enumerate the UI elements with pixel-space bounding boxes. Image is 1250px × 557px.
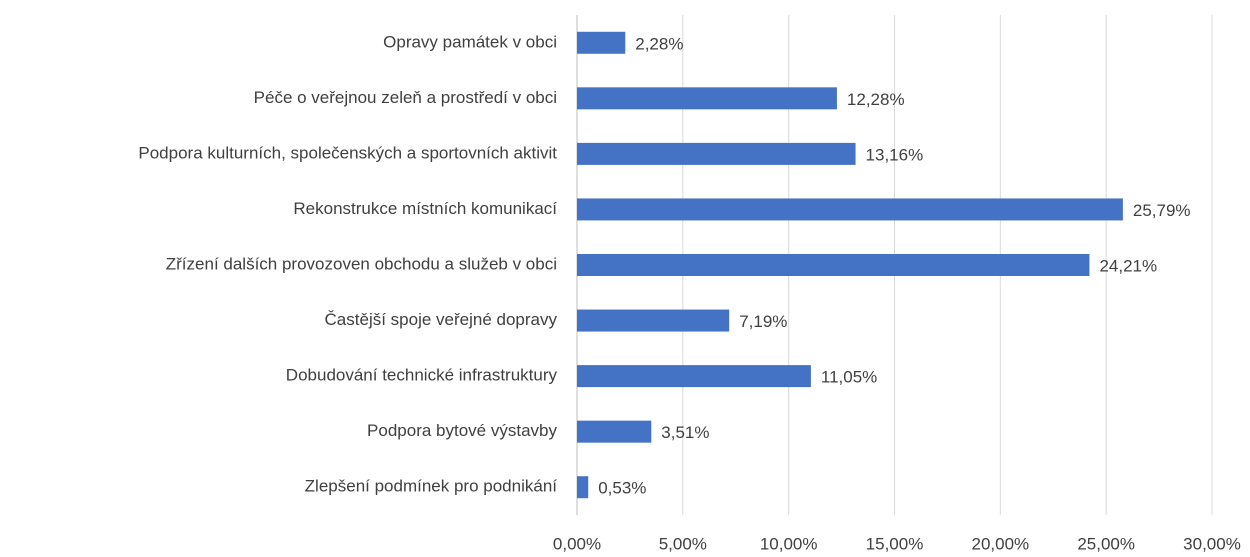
y-tick-label: Opravy památek v obci (383, 32, 557, 51)
y-tick-label: Častější spoje veřejné dopravy (325, 310, 558, 329)
y-tick-label: Podpora kulturních, společenských a spor… (138, 143, 557, 162)
y-tick-label: Rekonstrukce místních komunikací (293, 199, 557, 218)
value-label: 2,28% (635, 34, 683, 53)
y-tick-label: Dobudování technické infrastruktury (286, 366, 558, 385)
x-tick-label: 5,00% (659, 534, 707, 553)
value-label: 11,05% (821, 368, 877, 387)
y-tick-label: Péče o veřejnou zeleň a prostředí v obci (254, 88, 557, 107)
x-tick-label: 0,00% (553, 534, 601, 553)
x-tick-label: 10,00% (760, 534, 818, 553)
value-label: 25,79% (1133, 201, 1191, 220)
value-label: 24,21% (1099, 256, 1157, 275)
x-tick-label: 15,00% (866, 534, 924, 553)
value-label: 13,16% (866, 145, 924, 164)
bar (577, 198, 1123, 221)
y-tick-label: Zřízení dalších provozoven obchodu a slu… (166, 254, 557, 273)
bar (577, 142, 856, 165)
bar (577, 87, 837, 110)
bar (577, 309, 730, 332)
value-label: 12,28% (847, 90, 905, 109)
bar (577, 476, 589, 499)
value-label: 7,19% (739, 312, 787, 331)
y-tick-label: Zlepšení podmínek pro podnikání (305, 477, 558, 496)
x-tick-label: 20,00% (971, 534, 1029, 553)
y-tick-label: Podpora bytové výstavby (367, 421, 557, 440)
bar (577, 31, 626, 54)
bar (577, 365, 811, 388)
value-label: 3,51% (661, 423, 709, 442)
bar (577, 254, 1090, 276)
bar (577, 420, 652, 443)
x-tick-label: 30,00% (1183, 534, 1241, 553)
x-tick-label: 25,00% (1077, 534, 1135, 553)
value-label: 0,53% (598, 479, 646, 498)
